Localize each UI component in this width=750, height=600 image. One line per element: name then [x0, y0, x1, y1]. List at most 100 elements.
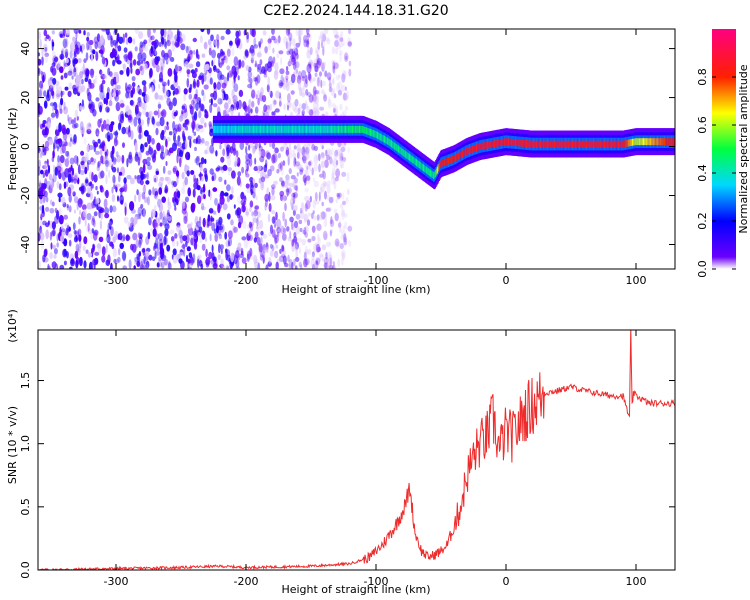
noise-speckle — [180, 260, 185, 269]
ridge-cell — [294, 126, 297, 133]
noise-speckle — [315, 257, 321, 265]
noise-speckle — [182, 201, 186, 210]
noise-speckle — [291, 261, 294, 269]
noise-speckle — [199, 136, 204, 146]
noise-speckle — [158, 41, 162, 48]
ridge-cell — [470, 146, 472, 154]
noise-speckle — [62, 38, 68, 49]
noise-speckle — [234, 161, 237, 168]
noise-speckle — [145, 264, 149, 269]
noise-speckle — [167, 216, 173, 222]
noise-speckle — [254, 258, 259, 264]
noise-speckle — [282, 160, 286, 167]
noise-speckle — [116, 84, 121, 90]
noise-speckle — [222, 203, 228, 211]
noise-speckle — [59, 155, 65, 164]
noise-speckle — [311, 144, 316, 151]
noise-speckle — [299, 87, 303, 92]
noise-speckle — [253, 37, 257, 47]
noise-speckle — [305, 89, 309, 96]
noise-speckle — [288, 153, 293, 159]
noise-speckle — [98, 171, 103, 180]
noise-speckle — [233, 226, 238, 233]
noise-speckle — [106, 108, 110, 113]
noise-speckle — [292, 194, 296, 205]
noise-speckle — [338, 49, 343, 56]
noise-speckle — [158, 256, 162, 261]
noise-speckle — [143, 84, 147, 95]
noise-speckle — [307, 63, 312, 70]
noise-speckle — [215, 167, 220, 172]
noise-speckle — [96, 164, 101, 172]
noise-speckle — [344, 105, 349, 112]
noise-speckle — [267, 213, 271, 223]
noise-speckle — [246, 35, 250, 44]
noise-speckle — [127, 115, 132, 121]
noise-speckle — [273, 149, 276, 155]
noise-speckle — [214, 211, 218, 216]
noise-speckle — [307, 248, 312, 255]
noise-speckle — [138, 193, 141, 203]
noise-speckle — [169, 57, 175, 62]
ridge-cell — [568, 140, 571, 148]
noise-speckle — [264, 174, 270, 179]
noise-speckle — [338, 42, 344, 48]
noise-speckle — [253, 237, 258, 243]
noise-speckle — [47, 265, 51, 269]
noise-speckle — [195, 61, 201, 68]
noise-speckle — [293, 258, 296, 267]
noise-speckle — [334, 93, 337, 99]
noise-speckle — [267, 76, 271, 86]
noise-speckle — [319, 106, 325, 111]
noise-speckle — [321, 244, 327, 251]
noise-speckle — [233, 102, 237, 111]
noise-speckle — [288, 258, 293, 269]
noise-speckle — [302, 155, 307, 164]
noise-speckle — [100, 70, 104, 77]
noise-speckle — [320, 141, 324, 148]
ridge-cell — [660, 138, 663, 146]
noise-speckle — [137, 52, 143, 62]
noise-speckle — [181, 187, 186, 195]
noise-speckle — [343, 52, 349, 63]
noise-speckle — [83, 58, 87, 64]
noise-speckle — [264, 193, 270, 202]
noise-speckle — [68, 205, 72, 213]
noise-speckle — [199, 72, 204, 79]
noise-speckle — [112, 174, 116, 184]
noise-speckle — [283, 180, 289, 189]
noise-speckle — [297, 70, 302, 80]
noise-speckle — [312, 94, 318, 104]
noise-speckle — [63, 106, 68, 115]
noise-speckle — [39, 232, 45, 241]
noise-speckle — [127, 128, 132, 138]
noise-speckle — [142, 173, 148, 178]
noise-speckle — [69, 50, 73, 59]
ridge-cell — [353, 126, 355, 133]
noise-speckle — [295, 257, 300, 262]
noise-speckle — [161, 196, 166, 203]
noise-speckle — [96, 190, 99, 195]
noise-speckle — [142, 264, 145, 269]
noise-speckle — [147, 231, 151, 240]
noise-speckle — [160, 145, 165, 154]
noise-speckle — [45, 196, 49, 203]
noise-speckle — [75, 243, 80, 253]
noise-speckle — [193, 241, 198, 250]
noise-speckle — [164, 187, 169, 193]
noise-speckle — [130, 217, 135, 223]
noise-speckle — [88, 99, 93, 108]
noise-speckle — [227, 240, 230, 247]
noise-speckle — [332, 29, 338, 36]
noise-speckle — [258, 142, 261, 149]
noise-speckle — [92, 198, 96, 205]
noise-speckle — [119, 242, 124, 250]
noise-speckle — [232, 79, 235, 89]
noise-speckle — [181, 130, 185, 139]
noise-speckle — [332, 65, 336, 74]
noise-speckle — [162, 210, 166, 221]
noise-speckle — [184, 196, 190, 203]
noise-speckle — [104, 150, 107, 157]
noise-speckle — [136, 60, 141, 66]
noise-speckle — [97, 244, 102, 254]
